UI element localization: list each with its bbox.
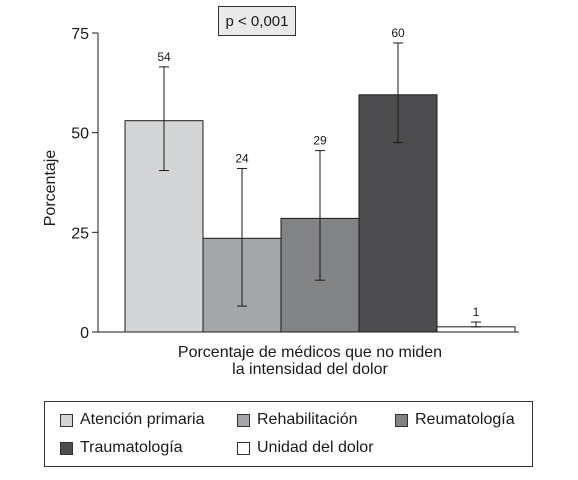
data-label: 24 (235, 152, 249, 166)
legend-swatch (60, 413, 73, 427)
legend-item-reumatologia: Reumatología (395, 411, 515, 429)
y-tick-label: 25 (71, 225, 89, 242)
legend-label: Rehabilitación (257, 411, 358, 428)
legend-item-unidad-del-dolor: Unidad del dolor (237, 439, 374, 457)
y-tick-label: 75 (71, 26, 89, 43)
bar-chart: 0 25 50 75 54 24 29 60 1 Porcentaje (42, 26, 519, 342)
legend-swatch (237, 413, 250, 427)
legend-label: Atención primaria (80, 411, 205, 428)
data-label: 1 (473, 305, 480, 319)
data-label: 60 (391, 26, 405, 40)
legend-label: Unidad del dolor (257, 439, 374, 456)
y-tick-label: 0 (80, 325, 89, 342)
legend-item-atencion-primaria: Atención primaria (60, 411, 205, 429)
x-axis-label-line-1: Porcentaje de médicos que no miden (177, 344, 443, 361)
x-axis-label: Porcentaje de médicos que no miden la in… (145, 344, 475, 378)
legend-label: Traumatología (80, 439, 183, 456)
x-axis-label-line-2: la intensidad del dolor (232, 361, 388, 378)
error-bars (159, 42, 481, 328)
legend-item-traumatologia: Traumatología (60, 439, 183, 457)
data-label: 54 (157, 50, 171, 64)
legend-label: Reumatología (415, 411, 515, 428)
legend-item-rehabilitacion: Rehabilitación (237, 411, 358, 429)
legend-swatch (395, 413, 408, 427)
y-axis-label: Porcentaje (42, 150, 59, 227)
legend-swatch (237, 441, 250, 455)
bar (436, 326, 516, 333)
data-label: 29 (313, 134, 327, 148)
legend: Atención primaria Rehabilitación Reumato… (44, 401, 533, 467)
legend-swatch (60, 441, 73, 455)
data-labels: 54 24 29 60 1 (157, 26, 479, 319)
p-value-annotation: p < 0,001 (218, 6, 296, 36)
y-tick-label: 50 (71, 126, 89, 143)
